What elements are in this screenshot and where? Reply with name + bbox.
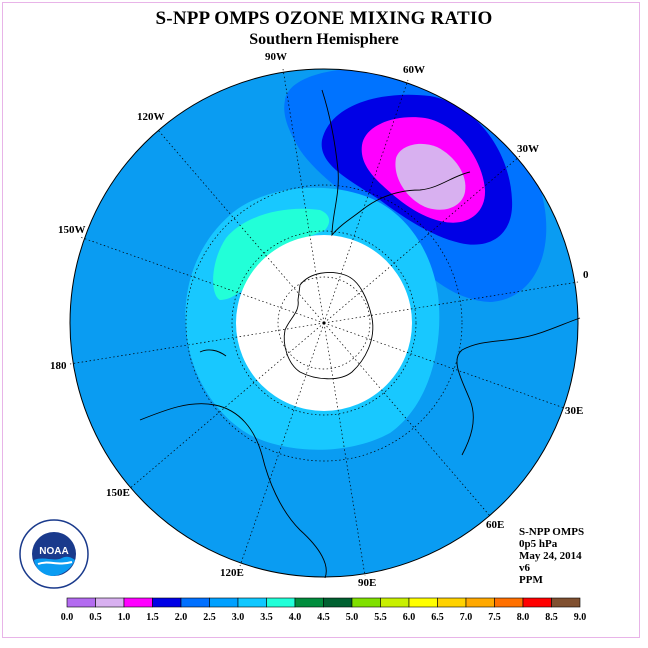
lon-label: 90W	[265, 51, 287, 63]
longitude-labels: 90W 60W 30W 0 30E 60E 90E 120E 150E 180 …	[50, 51, 589, 589]
graticule	[69, 68, 579, 577]
africa-coast	[456, 317, 581, 456]
meridian-60e	[323, 322, 491, 517]
meridian-90w	[282, 68, 325, 324]
info-date: May 24, 2014	[519, 550, 582, 562]
map-title: S-NPP OMPS OZONE MIXING RATIO	[155, 8, 493, 29]
lon-label: 30E	[565, 405, 583, 417]
lon-label: 60W	[403, 64, 425, 76]
info-instrument: S-NPP OMPS	[519, 526, 585, 538]
new-zealand-coast	[199, 349, 227, 357]
lon-label: 60E	[486, 519, 504, 531]
lon-label: 30W	[517, 143, 539, 155]
lon-label: 150W	[58, 224, 86, 236]
info-version: v6	[519, 562, 530, 574]
meridian-0	[323, 281, 579, 324]
lon-label: 120W	[137, 111, 165, 123]
page-frame	[2, 2, 640, 638]
meridian-30w	[323, 155, 521, 324]
map-subtitle: Southern Hemisphere	[249, 31, 399, 48]
meridian-60w	[323, 79, 409, 324]
lon-label: 120E	[220, 567, 244, 579]
info-units: PPM	[519, 574, 543, 586]
meridian-30e	[323, 322, 568, 410]
meridian-180	[69, 322, 325, 365]
meridian-150e	[127, 322, 325, 491]
lon-label: 150E	[106, 487, 130, 499]
meridian-120w	[157, 129, 325, 324]
antarctica-coast	[283, 272, 374, 380]
logo-text: NOAA	[39, 546, 68, 557]
south-america-coast	[321, 89, 471, 237]
meridian-150w	[79, 236, 325, 324]
latitude-circle	[185, 184, 463, 462]
map-boundary	[69, 68, 579, 578]
coastlines	[139, 89, 581, 579]
lon-label: 180	[50, 360, 67, 372]
lon-label: 90E	[358, 577, 376, 589]
field-0.5-1.0	[395, 143, 466, 210]
meridian-120e	[239, 322, 325, 567]
latitude-circle	[231, 230, 417, 416]
south-pole-marker	[322, 321, 326, 325]
noaa-logo: NOAA	[19, 519, 89, 589]
info-level: 0p5 hPa	[519, 538, 558, 550]
lon-label: 0	[583, 269, 589, 281]
meridian-90e	[323, 322, 366, 577]
australia-coast	[139, 403, 327, 579]
latitude-circle	[277, 276, 371, 370]
